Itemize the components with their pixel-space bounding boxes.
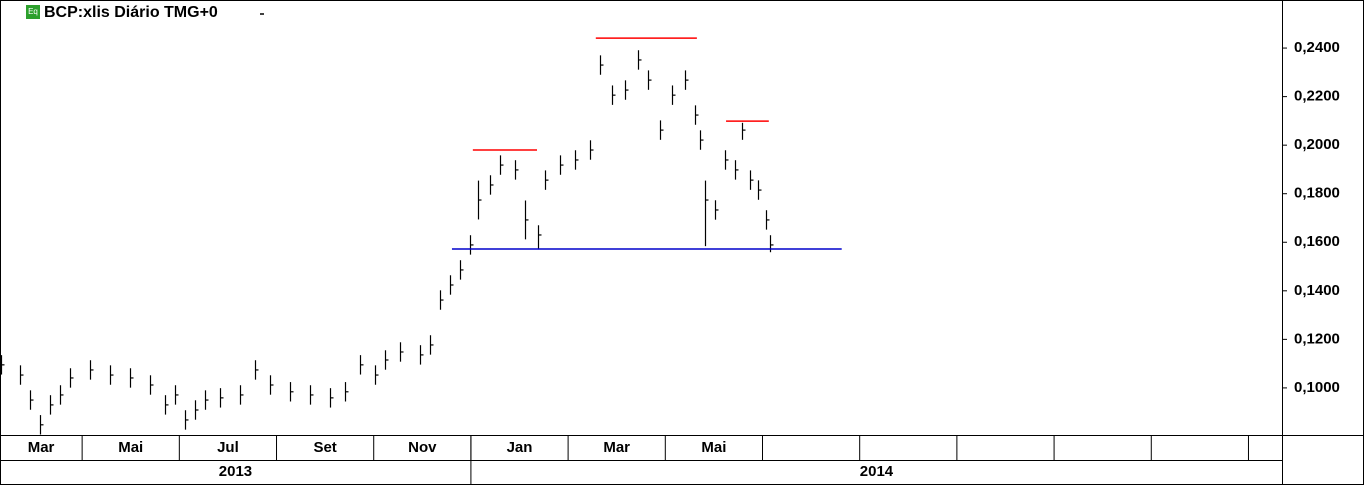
y-tick-label: 0,2400	[1294, 39, 1340, 56]
x-tick-label: Mai	[118, 439, 143, 456]
chart-title[interactable]: BCP:xlis Diário TMG+0	[44, 4, 218, 21]
y-tick-label: 0,2000	[1294, 136, 1340, 153]
x-tick-label: Mar	[28, 439, 55, 456]
x-tick-label: Mar	[603, 439, 630, 456]
y-tick-label: 0,1400	[1294, 282, 1340, 299]
y-tick-label: 0,1600	[1294, 233, 1340, 250]
x-tick-label: Jul	[217, 439, 239, 456]
y-tick-label: 0,2200	[1294, 88, 1340, 105]
y-tick-label: 0,1000	[1294, 379, 1340, 396]
year-label: 2013	[219, 463, 252, 480]
x-tick-label: Jan	[507, 439, 533, 456]
badge-text: Eq	[28, 7, 38, 16]
y-tick-label: 0,1800	[1294, 185, 1340, 202]
x-tick-label: Set	[313, 439, 336, 456]
x-tick-label: Nov	[408, 439, 437, 456]
badge-icon	[26, 5, 40, 19]
year-label: 2014	[860, 463, 894, 480]
y-tick-label: 0,1200	[1294, 330, 1340, 347]
x-tick-label: Mai	[701, 439, 726, 456]
